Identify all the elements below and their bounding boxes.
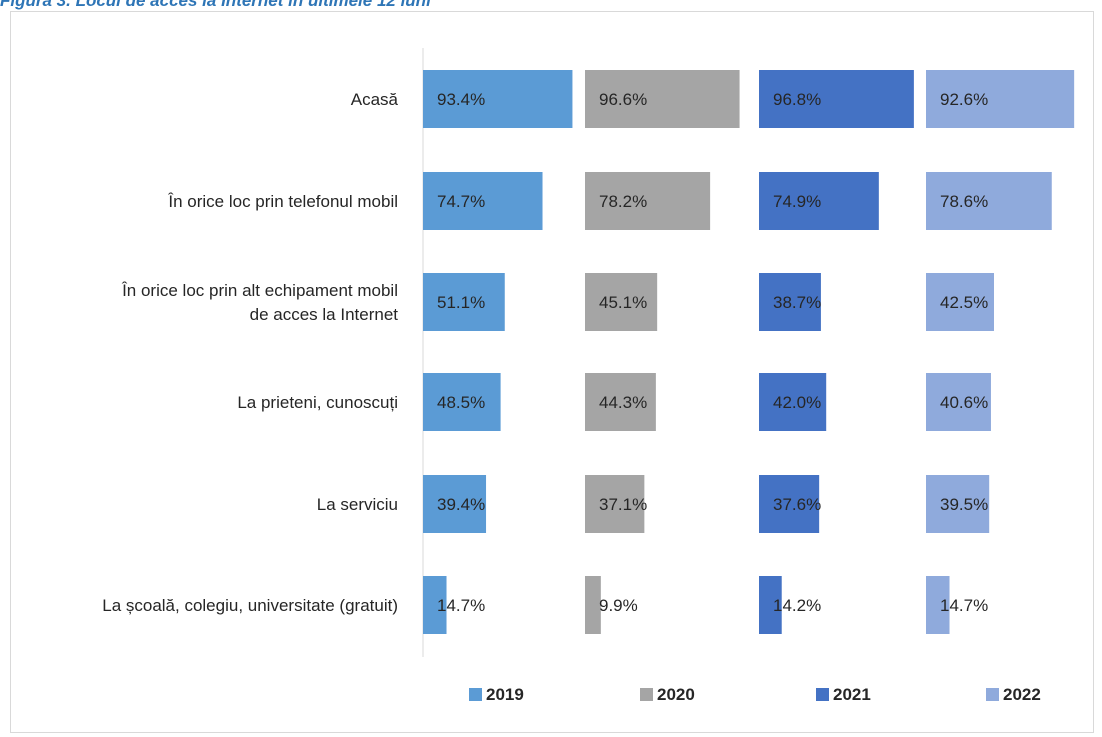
bar-2020-5 — [585, 475, 645, 533]
bar-2021-6 — [759, 576, 782, 634]
data-label-2019-2: 74.7% — [437, 192, 485, 211]
category-label-2: În orice loc prin telefonul mobil — [167, 192, 398, 211]
bar-2019-2 — [423, 172, 543, 230]
data-label-2020-4: 44.3% — [599, 393, 647, 412]
data-label-2020-2: 78.2% — [599, 192, 647, 211]
bar-2022-3 — [926, 273, 994, 331]
category-label-6: La școală, colegiu, universitate (gratui… — [102, 596, 398, 615]
data-label-2020-1: 96.6% — [599, 90, 647, 109]
bar-2020-4 — [585, 373, 656, 431]
data-label-2019-6: 14.7% — [437, 596, 485, 615]
bar-2021-2 — [759, 172, 879, 230]
legend-swatch-2020 — [640, 688, 653, 701]
legend-label-2021: 2021 — [833, 685, 871, 704]
bar-2021-4 — [759, 373, 827, 431]
bar-2020-3 — [585, 273, 658, 331]
data-label-2020-3: 45.1% — [599, 293, 647, 312]
bar-2021-3 — [759, 273, 821, 331]
data-label-2022-2: 78.6% — [940, 192, 988, 211]
legend: 2019 2020 2021 2022 — [469, 685, 1041, 704]
bar-2021-5 — [759, 475, 820, 533]
bar-2019-1 — [423, 70, 573, 128]
data-label-2021-4: 42.0% — [773, 393, 821, 412]
legend-swatch-2019 — [469, 688, 482, 701]
legend-swatch-2022 — [986, 688, 999, 701]
data-label-2021-3: 38.7% — [773, 293, 821, 312]
legend-label-2020: 2020 — [657, 685, 695, 704]
bar-2022-6 — [926, 576, 950, 634]
bar-2019-5 — [423, 475, 487, 533]
data-label-2020-5: 37.1% — [599, 495, 647, 514]
data-label-2019-3: 51.1% — [437, 293, 485, 312]
data-label-2021-6: 14.2% — [773, 596, 821, 615]
data-label-2022-1: 92.6% — [940, 90, 988, 109]
data-label-2022-4: 40.6% — [940, 393, 988, 412]
category-label-3: În orice loc prin alt echipament mobil de… — [121, 281, 398, 324]
data-label-2022-6: 14.7% — [940, 596, 988, 615]
data-label-2020-6: 9.9% — [599, 596, 638, 615]
bar-2020-1 — [585, 70, 740, 128]
category-labels: Acasă În orice loc prin telefonul mobil În… — [102, 90, 398, 615]
data-label-2022-5: 39.5% — [940, 495, 988, 514]
legend-label-2019: 2019 — [486, 685, 524, 704]
bar-2022-5 — [926, 475, 990, 533]
bar-2020-6 — [585, 576, 601, 634]
bar-2022-1 — [926, 70, 1075, 128]
data-label-2021-1: 96.8% — [773, 90, 821, 109]
bar-2019-6 — [423, 576, 447, 634]
category-label-5: La serviciu — [317, 495, 398, 514]
legend-label-2022: 2022 — [1003, 685, 1041, 704]
data-label-2021-2: 74.9% — [773, 192, 821, 211]
bar-2019-3 — [423, 273, 505, 331]
bar-2019-4 — [423, 373, 501, 431]
data-label-2021-5: 37.6% — [773, 495, 821, 514]
bar-2021-1 — [759, 70, 914, 128]
bar-2022-4 — [926, 373, 991, 431]
data-label-2019-5: 39.4% — [437, 495, 485, 514]
figure-title: Figura 3. Locul de acces la Internet în … — [0, 0, 431, 10]
data-labels: 93.4% 74.7% 51.1% 48.5% 39.4% 14.7% 96.6% 78.2%… — [437, 90, 988, 615]
legend-swatch-2021 — [816, 688, 829, 701]
bars-layer — [423, 70, 1075, 634]
data-label-2019-4: 48.5% — [437, 393, 485, 412]
data-label-2022-3: 42.5% — [940, 293, 988, 312]
bar-2022-2 — [926, 172, 1052, 230]
bar-2020-2 — [585, 172, 711, 230]
data-label-2019-1: 93.4% — [437, 90, 485, 109]
chart-frame — [10, 11, 1094, 733]
category-label-4: La prieteni, cunoscuți — [237, 393, 398, 412]
category-label-1: Acasă — [351, 90, 399, 109]
